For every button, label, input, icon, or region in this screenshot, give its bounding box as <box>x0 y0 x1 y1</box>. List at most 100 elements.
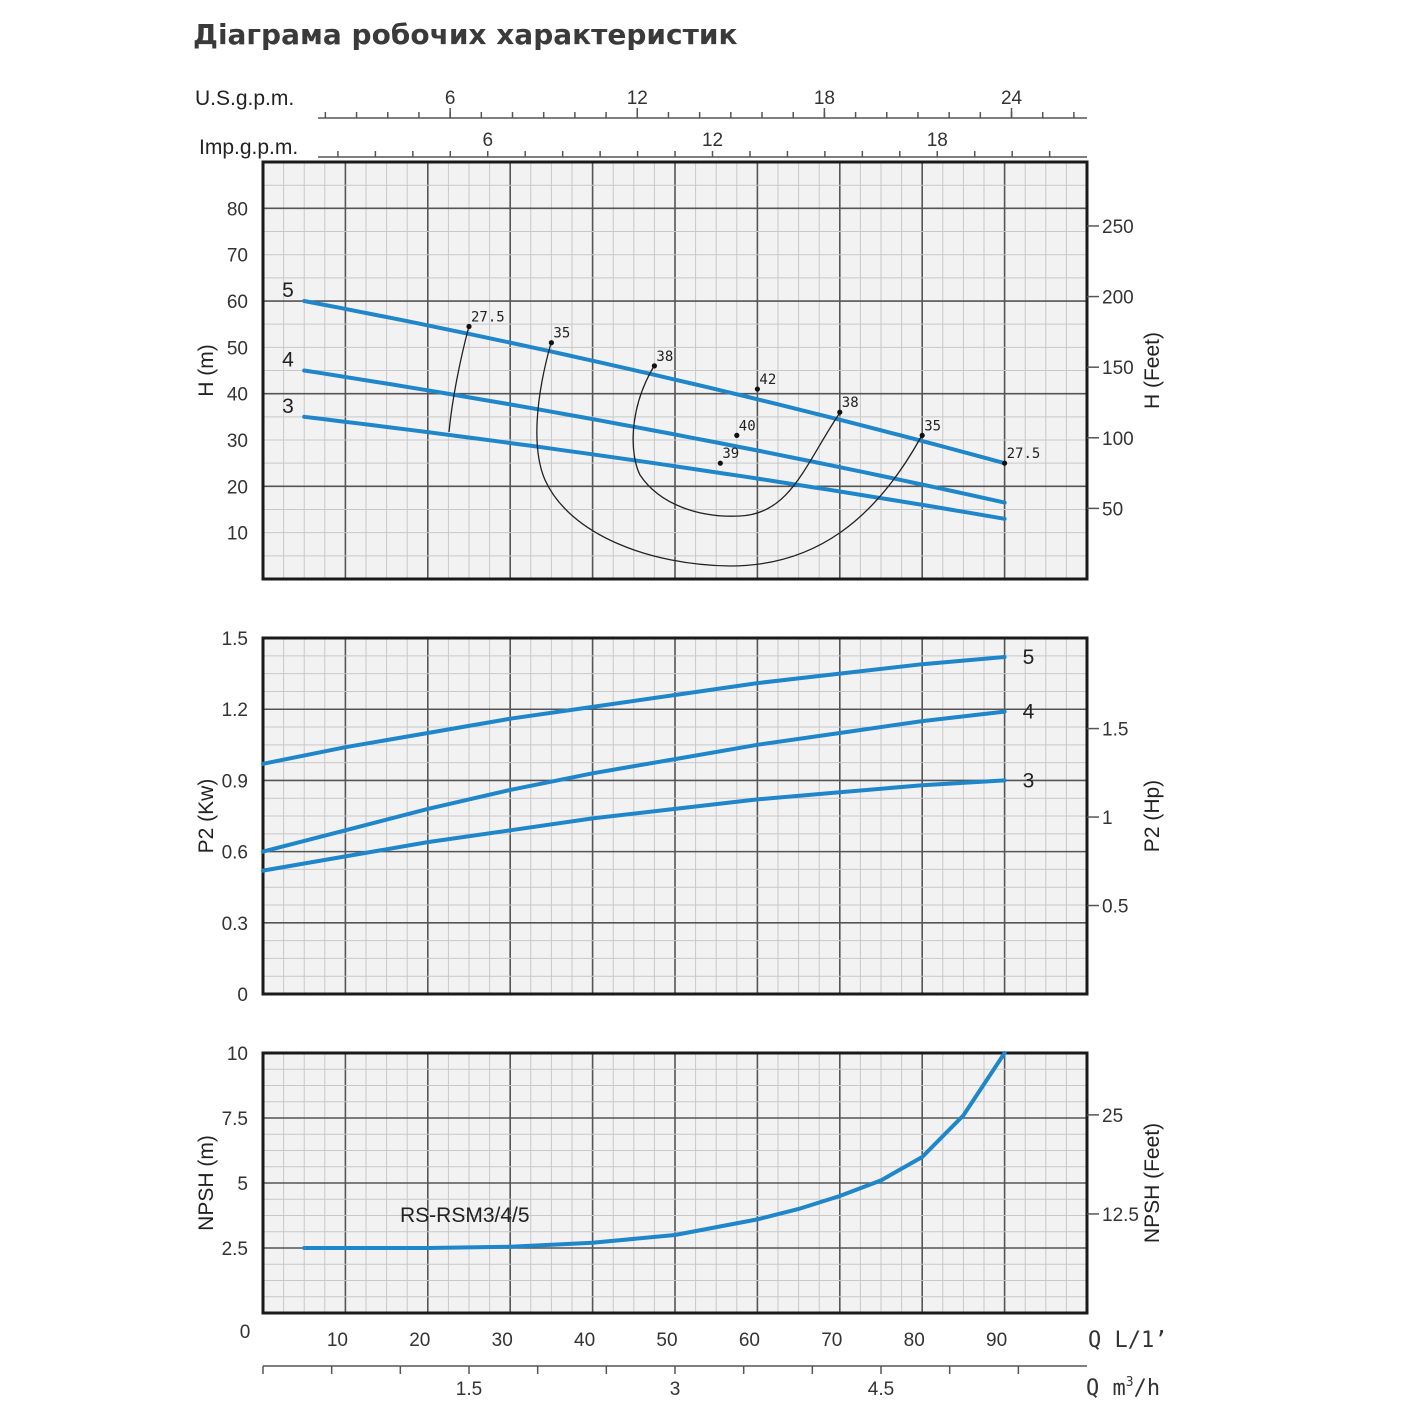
efficiency-label: 35 <box>924 418 941 434</box>
y-tick-label: 0.9 <box>222 771 248 792</box>
q-m3h-tick-label: 4.5 <box>868 1379 894 1400</box>
chart-title: Діаграма робочих характеристик <box>193 18 737 51</box>
head-y-axis-title: H (m) <box>195 344 218 396</box>
right-y-tick-label: 200 <box>1102 288 1134 309</box>
right-y-tick-label: 1.5 <box>1102 720 1128 741</box>
power-curve-3 <box>261 778 1007 873</box>
head-curve-5 <box>302 299 1007 466</box>
q-lmin-tick-label: 60 <box>739 1330 760 1351</box>
efficiency-label: 38 <box>842 395 859 411</box>
q-lmin-tick-label: 10 <box>327 1330 348 1351</box>
efficiency-line <box>632 365 840 517</box>
y-tick-label: 0 <box>237 985 248 1006</box>
power-panel: 0 0.3 0.6 0.9 1.2 1.5 0.5 1 1.5 P2 (Kw) P2 (Hp) 5 4 3 <box>195 629 1164 1006</box>
right-y-tick-label: 0.5 <box>1102 897 1128 918</box>
power-right-y-axis-title: P2 (Hp) <box>1141 780 1164 852</box>
npsh-curve <box>302 1051 1007 1250</box>
efficiency-point <box>548 340 555 346</box>
y-tick-label: 0.6 <box>222 843 248 864</box>
head-curve-label: 4 <box>282 349 294 372</box>
head-right-y-axis-title: H (Feet) <box>1141 332 1164 409</box>
efficiency-point <box>754 386 761 392</box>
right-y-tick-label: 150 <box>1102 358 1134 379</box>
efficiency-label: 39 <box>722 446 739 462</box>
y-tick-label: 40 <box>227 385 248 406</box>
y-tick-label: 0.3 <box>222 914 248 935</box>
npsh-y-axis-title: NPSH (m) <box>195 1135 218 1231</box>
y-tick-label: 10 <box>227 1044 248 1065</box>
npsh-panel: 2.5 5 7.5 10 12.5 25 NPSH (m) NPSH (Feet) RS-RSM… <box>195 1044 1164 1315</box>
head-panel: 10 20 30 40 50 60 70 80 50 100 150 200 250 H (m) H (Fe… <box>195 160 1164 581</box>
efficiency-line <box>536 342 922 567</box>
right-y-tick-label: 25 <box>1102 1106 1123 1127</box>
q-lmin-tick-label: 20 <box>409 1330 430 1351</box>
right-y-tick-label: 12.5 <box>1102 1205 1139 1226</box>
efficiency-point <box>466 323 472 330</box>
q-m3h-tick-label: 1.5 <box>456 1379 482 1400</box>
power-curve-label: 4 <box>1023 701 1035 724</box>
q-lmin-axis-label: Q L/1’ <box>1088 1328 1167 1353</box>
power-curve-label: 5 <box>1023 646 1035 669</box>
head-curve-label: 5 <box>282 279 294 302</box>
y-tick-label: 60 <box>227 292 248 313</box>
q-lmin-tick-label: 50 <box>656 1330 677 1351</box>
usgpm-tick-label: 24 <box>1001 88 1023 109</box>
y-tick-label: 80 <box>227 199 248 220</box>
impgpm-tick-label: 18 <box>927 130 948 151</box>
efficiency-label: 27.5 <box>1007 446 1041 462</box>
plot-frame <box>261 160 1089 581</box>
npsh-curve-annotation: RS-RSM3/4/5 <box>400 1204 530 1227</box>
impgpm-tick-label: 12 <box>702 130 723 151</box>
impgpm-tick-label: 6 <box>482 130 493 151</box>
q-lmin-tick-label: 70 <box>821 1330 842 1351</box>
efficiency-label: 42 <box>759 372 776 388</box>
efficiency-label: 40 <box>739 418 756 434</box>
q-m3h-axis-label: Q m3/h <box>1086 1375 1160 1401</box>
efficiency-point <box>717 460 723 466</box>
power-curve-label: 3 <box>1023 769 1035 792</box>
y-tick-label: 70 <box>227 246 248 267</box>
right-y-tick-label: 250 <box>1102 217 1134 238</box>
y-tick-label: 50 <box>227 338 248 359</box>
efficiency-label: 27.5 <box>471 310 505 326</box>
power-y-axis-title: P2 (Kw) <box>195 779 218 854</box>
head-curve-4 <box>302 368 1007 505</box>
efficiency-line <box>448 325 470 433</box>
y-tick-label: 7.5 <box>222 1109 248 1130</box>
efficiency-point <box>837 409 843 415</box>
plot-frame <box>261 636 1089 996</box>
usgpm-axis-label: U.S.g.p.m. <box>195 87 294 110</box>
right-y-tick-label: 1 <box>1102 808 1113 829</box>
head-curve-3 <box>302 414 1007 521</box>
q-m3h-tick-label: 3 <box>670 1379 681 1400</box>
top-flow-axes: U.S.g.p.m. Imp.g.p.m. 6 12 18 24 6 12 18 <box>195 87 1087 159</box>
efficiency-point <box>734 432 740 438</box>
usgpm-tick-label: 18 <box>814 88 835 109</box>
power-curve-5 <box>261 655 1007 766</box>
usgpm-tick-label: 6 <box>445 88 456 109</box>
efficiency-label: 35 <box>553 326 570 342</box>
efficiency-point <box>651 363 658 369</box>
efficiency-point <box>919 432 925 438</box>
y-tick-label: 5 <box>237 1174 248 1195</box>
q-lmin-tick-label: 40 <box>574 1330 595 1351</box>
usgpm-tick-label: 12 <box>627 88 648 109</box>
bottom-flow-axes: Q L/1’ Q m3/h 0 10 20 30 40 50 60 70 80 90 1.5 3 4.5 <box>240 1322 1168 1401</box>
y-tick-label: 30 <box>227 431 248 452</box>
y-tick-label: 1.2 <box>222 700 248 721</box>
y-tick-label: 10 <box>227 524 248 545</box>
y-tick-label: 2.5 <box>222 1239 248 1260</box>
q-lmin-tick-label: 0 <box>240 1322 251 1343</box>
y-tick-label: 20 <box>227 477 248 498</box>
q-lmin-tick-label: 80 <box>904 1330 925 1351</box>
right-y-tick-label: 50 <box>1102 499 1123 520</box>
efficiency-label: 38 <box>656 349 673 365</box>
head-curve-label: 3 <box>282 395 294 418</box>
plot-frame <box>261 1051 1089 1315</box>
impgpm-axis-label: Imp.g.p.m. <box>199 136 298 159</box>
npsh-right-y-axis-title: NPSH (Feet) <box>1141 1123 1164 1243</box>
right-y-tick-label: 100 <box>1102 429 1134 450</box>
power-curve-4 <box>261 709 1007 854</box>
q-lmin-tick-label: 90 <box>986 1330 1007 1351</box>
